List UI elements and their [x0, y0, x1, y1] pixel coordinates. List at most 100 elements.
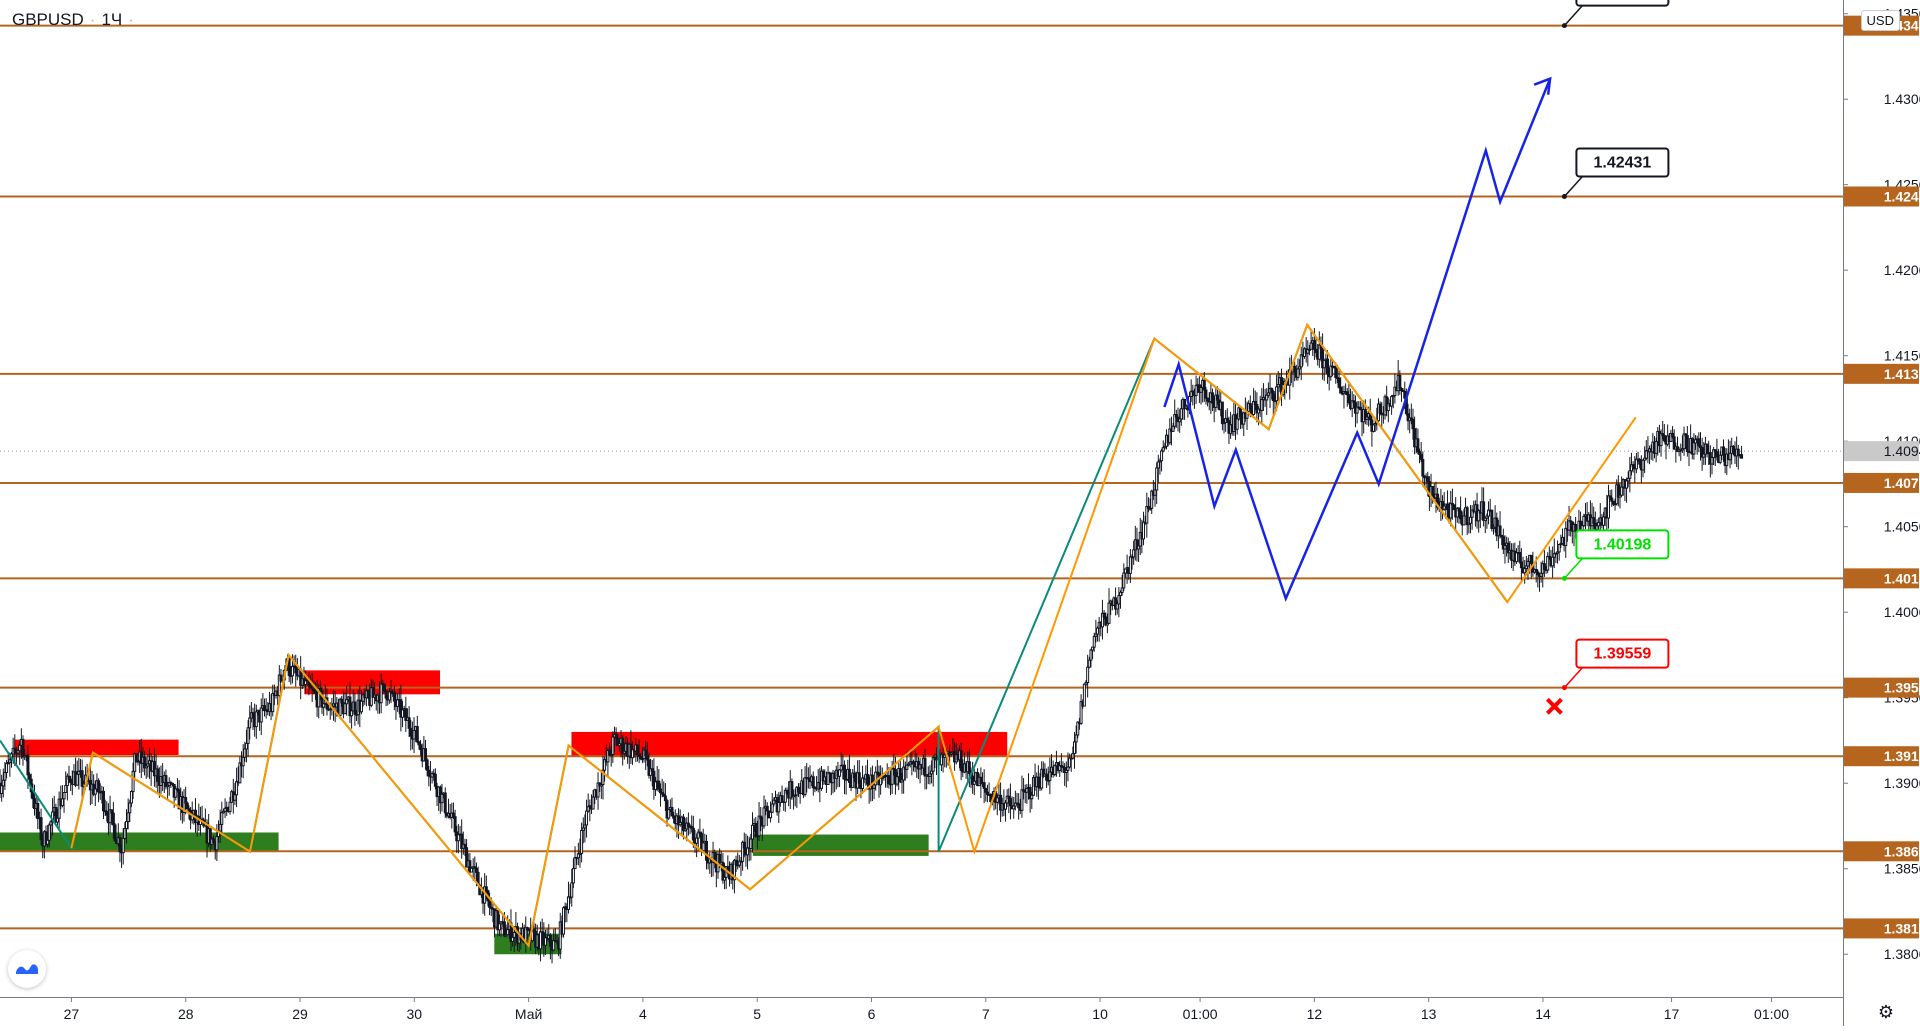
candle-body: [401, 709, 405, 718]
candle-body: [1671, 432, 1675, 438]
currency-badge[interactable]: USD: [1860, 10, 1900, 31]
candle-body: [468, 860, 472, 873]
candle-body: [1401, 389, 1405, 393]
candle-body: [1685, 435, 1689, 452]
candle-body: [984, 787, 988, 793]
candle-body: [652, 770, 656, 790]
candle-body: [576, 853, 580, 859]
candle-body: [847, 768, 851, 783]
candle-body: [586, 806, 590, 812]
candle-body: [616, 737, 620, 747]
candle-body: [126, 812, 130, 823]
candle-body: [580, 829, 584, 854]
candle-body: [1625, 480, 1629, 489]
candle-body: [777, 801, 781, 813]
candle-body: [443, 792, 447, 814]
candle-body: [1534, 568, 1538, 573]
candle-body: [1334, 367, 1338, 378]
candle-body: [732, 859, 736, 881]
candle-body: [1500, 534, 1504, 538]
candle-body: [1697, 438, 1701, 447]
candle-body: [1445, 503, 1449, 510]
candle-body: [144, 765, 148, 769]
candle-body: [433, 773, 437, 787]
candle-body: [596, 782, 600, 798]
candle-body: [1350, 400, 1354, 409]
candle-body: [221, 810, 225, 814]
candle-body: [1675, 446, 1679, 452]
level-price-tag: [1844, 472, 1919, 493]
candle-body: [746, 847, 750, 856]
candle-body: [603, 758, 607, 771]
candle-body: [3, 772, 7, 781]
candle-body: [1222, 421, 1226, 425]
candle-body: [1455, 507, 1459, 518]
candle-body: [1358, 406, 1362, 411]
candle-body: [409, 727, 413, 737]
candle-body: [187, 808, 191, 811]
candle-body: [1173, 414, 1177, 427]
symbol-legend[interactable]: GBPUSD · 1Ч ·: [12, 10, 140, 30]
candle-body: [690, 825, 694, 829]
candle-body: [345, 699, 349, 705]
candle-body: [1551, 556, 1555, 567]
symbol-name[interactable]: GBPUSD: [12, 10, 84, 29]
candle-body: [1087, 659, 1091, 668]
candle-body: [1084, 681, 1088, 685]
candle-body: [1161, 447, 1165, 452]
candle-body: [131, 770, 135, 793]
candle-body: [591, 796, 595, 810]
candle-body: [677, 815, 681, 826]
candle-body: [1373, 422, 1377, 426]
tradingview-logo-button[interactable]: [8, 950, 46, 988]
candle-body: [425, 759, 429, 771]
candle-body: [949, 752, 953, 755]
candle-body: [558, 921, 562, 950]
settings-gear-icon[interactable]: ⚙: [1877, 1002, 1895, 1022]
candle-body: [695, 837, 699, 844]
candle-body: [387, 690, 391, 701]
candle-body: [228, 801, 232, 813]
candle-body: [110, 809, 114, 814]
candle-body: [1194, 384, 1198, 397]
time-tick-label: 27: [64, 1006, 80, 1022]
candle-body: [839, 764, 843, 771]
candle-body: [13, 747, 17, 753]
time-tick-label: 4: [639, 1006, 647, 1022]
candle-body: [1684, 433, 1688, 437]
candle-body: [770, 803, 774, 813]
candle-body: [1386, 403, 1390, 412]
candle-body: [532, 928, 536, 932]
candle-body: [785, 789, 789, 794]
callout-label: 1.43430: [1593, 0, 1651, 1]
candle-body: [1117, 595, 1121, 605]
candle-body: [851, 772, 855, 788]
candle-body: [1450, 502, 1454, 506]
candle-body: [97, 780, 101, 793]
candle-body: [723, 876, 727, 881]
candle-body: [1698, 445, 1702, 449]
interval-label[interactable]: 1Ч: [101, 10, 123, 29]
time-tick-label: 30: [407, 1006, 423, 1022]
candle-body: [683, 828, 687, 832]
candle-body: [1100, 612, 1104, 628]
candle-body: [1406, 413, 1410, 422]
candle-body: [704, 840, 708, 861]
candle-body: [108, 809, 112, 824]
candle-body: [611, 736, 615, 755]
candle-body: [1487, 509, 1491, 517]
candle-body: [220, 812, 224, 825]
current-price-label: 1.40942: [1884, 443, 1920, 459]
candle-body: [1416, 438, 1420, 453]
zigzag-orange-line: [70, 322, 1637, 948]
candle-body: [1022, 789, 1026, 792]
candle-body: [1215, 394, 1219, 401]
candle-body: [979, 776, 983, 785]
callout-label: 1.40198: [1593, 536, 1651, 553]
candle-body: [967, 761, 971, 774]
forecast-arrowhead: [1533, 76, 1552, 95]
time-tick-label: 12: [1307, 1006, 1323, 1022]
candle-body: [1082, 683, 1086, 707]
